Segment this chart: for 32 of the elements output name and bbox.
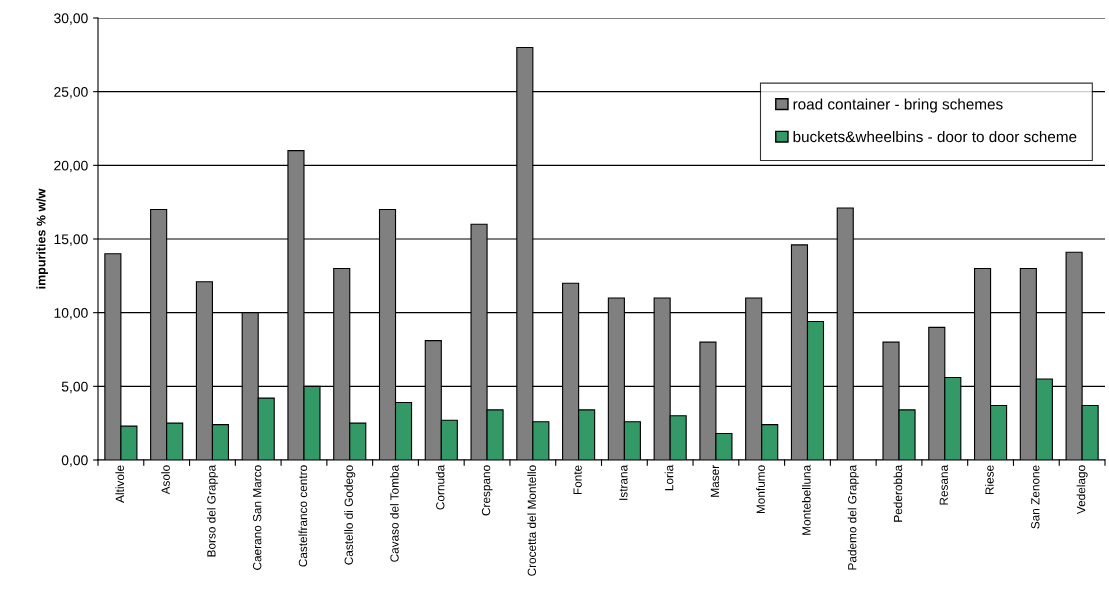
x-tick-label: San Zenone bbox=[1031, 465, 1040, 529]
x-tick-label: Riese bbox=[985, 465, 994, 495]
y-tick-label: 0,00 bbox=[61, 455, 88, 467]
x-tick-label: Montebelluna bbox=[801, 464, 811, 535]
x-tick-label: Caerano San Marco bbox=[253, 465, 262, 570]
x-tick-label: Borso del Grappa bbox=[206, 464, 218, 557]
x-tick-label: Castello di Godego bbox=[344, 465, 356, 565]
x-tick-label: Pederobba bbox=[893, 464, 903, 522]
x-tick-label: Castelfranco centro bbox=[298, 465, 308, 567]
x-tick-label: Cavaso del Tomba bbox=[390, 464, 399, 562]
legend-label: buckets&wheelbins - door to door scheme bbox=[793, 130, 1077, 143]
y-tick-label: 15,00 bbox=[54, 234, 88, 246]
legend-label: road container - bring schemes bbox=[793, 98, 1003, 113]
x-tick-label: Crocetta del Montello bbox=[527, 465, 537, 576]
y-tick-label: 20,00 bbox=[54, 160, 88, 173]
x-tick-label: Monfumo bbox=[756, 465, 765, 514]
x-tick-label: Vedelago bbox=[1076, 465, 1088, 515]
x-tick-label: Asolo bbox=[161, 465, 170, 495]
y-tick-label: 5,00 bbox=[61, 381, 88, 394]
y-axis-title: impurities % w/w bbox=[36, 188, 48, 289]
x-tick-label: Istrana bbox=[619, 464, 628, 500]
y-tick-label: 30,00 bbox=[54, 13, 88, 25]
x-tick-label: Cornuda bbox=[435, 464, 445, 510]
x-tick-label: Fonte bbox=[573, 465, 582, 495]
x-tick-label: Pademo del Grappa bbox=[847, 464, 859, 570]
x-tick-label: Crespano bbox=[481, 465, 493, 516]
x-tick-label: Maser bbox=[710, 465, 720, 497]
x-tick-label: Altivole bbox=[115, 465, 125, 503]
x-tick-label: Resana bbox=[939, 464, 948, 505]
x-tick-label: Loria bbox=[664, 464, 674, 491]
y-tick-label: 10,00 bbox=[54, 308, 88, 320]
y-tick-label: 25,00 bbox=[54, 87, 88, 99]
